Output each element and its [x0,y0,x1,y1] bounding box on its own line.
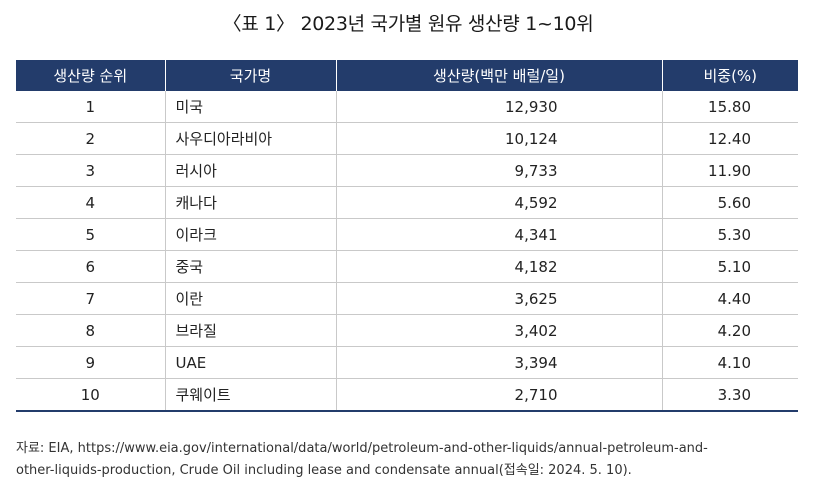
production-cell: 12,930 [335,91,662,123]
rank-cell: 9 [16,346,165,379]
table-row: 8 브라질 3,402 4.20 [16,314,798,347]
share-cell: 11.90 [661,154,798,187]
country-cell: 이란 [164,282,336,315]
country-cell: 쿠웨이트 [164,378,336,412]
production-cell: 3,394 [335,346,662,379]
table-row: 4 캐나다 4,592 5.60 [16,186,798,219]
table-header: 생산량 순위 국가명 생산량(백만 배럴/일) 비중(%) [16,60,798,91]
rank-cell: 8 [16,314,165,347]
rank-cell: 7 [16,282,165,315]
share-cell: 4.40 [661,282,798,315]
table-row: 1 미국 12,930 15.80 [16,91,798,123]
table-row: 5 이라크 4,341 5.30 [16,218,798,251]
table-title: 〈표 1〉 2023년 국가별 원유 생산량 1~10위 [222,13,594,35]
table-row: 3 러시아 9,733 11.90 [16,154,798,187]
rank-cell: 10 [16,378,165,412]
share-cell: 4.20 [661,314,798,347]
rank-cell: 6 [16,250,165,283]
share-cell: 5.60 [661,186,798,219]
production-cell: 3,625 [335,282,662,315]
table-row: 9 UAE 3,394 4.10 [16,346,798,379]
table-row: 2 사우디아라비아 10,124 12.40 [16,122,798,155]
rank-cell: 1 [16,91,165,123]
source-note: 자료: EIA, https://www.eia.gov/internation… [16,438,806,482]
share-cell: 5.10 [661,250,798,283]
country-cell: 중국 [164,250,336,283]
rank-cell: 2 [16,122,165,155]
table-row: 6 중국 4,182 5.10 [16,250,798,283]
header-share: 비중(%) [661,60,798,91]
country-cell: 러시아 [164,154,336,187]
share-cell: 12.40 [661,122,798,155]
share-cell: 3.30 [661,378,798,412]
rank-cell: 5 [16,218,165,251]
rank-cell: 3 [16,154,165,187]
country-cell: 브라질 [164,314,336,347]
country-cell: 이라크 [164,218,336,251]
table-body: 1 미국 12,930 15.80 2 사우디아라비아 10,124 12.40… [16,91,798,412]
country-cell: 캐나다 [164,186,336,219]
source-line-2: other-liquids-production, Crude Oil incl… [16,463,632,478]
country-cell: UAE [164,346,336,379]
header-rank: 생산량 순위 [16,60,165,91]
table-row: 10 쿠웨이트 2,710 3.30 [16,378,798,412]
production-cell: 9,733 [335,154,662,187]
rank-cell: 4 [16,186,165,219]
production-cell: 10,124 [335,122,662,155]
source-line-1: 자료: EIA, https://www.eia.gov/internation… [16,441,708,456]
production-cell: 4,182 [335,250,662,283]
production-cell: 4,341 [335,218,662,251]
production-cell: 3,402 [335,314,662,347]
share-cell: 15.80 [661,91,798,123]
table-row: 7 이란 3,625 4.40 [16,282,798,315]
country-cell: 미국 [164,91,336,123]
header-row: 생산량 순위 국가명 생산량(백만 배럴/일) 비중(%) [16,60,798,91]
production-cell: 2,710 [335,378,662,412]
production-cell: 4,592 [335,186,662,219]
country-cell: 사우디아라비아 [164,122,336,155]
oil-production-table: 생산량 순위 국가명 생산량(백만 배럴/일) 비중(%) 1 미국 12,93… [16,60,798,412]
share-cell: 5.30 [661,218,798,251]
header-country: 국가명 [164,60,336,91]
share-cell: 4.10 [661,346,798,379]
header-production: 생산량(백만 배럴/일) [335,60,662,91]
